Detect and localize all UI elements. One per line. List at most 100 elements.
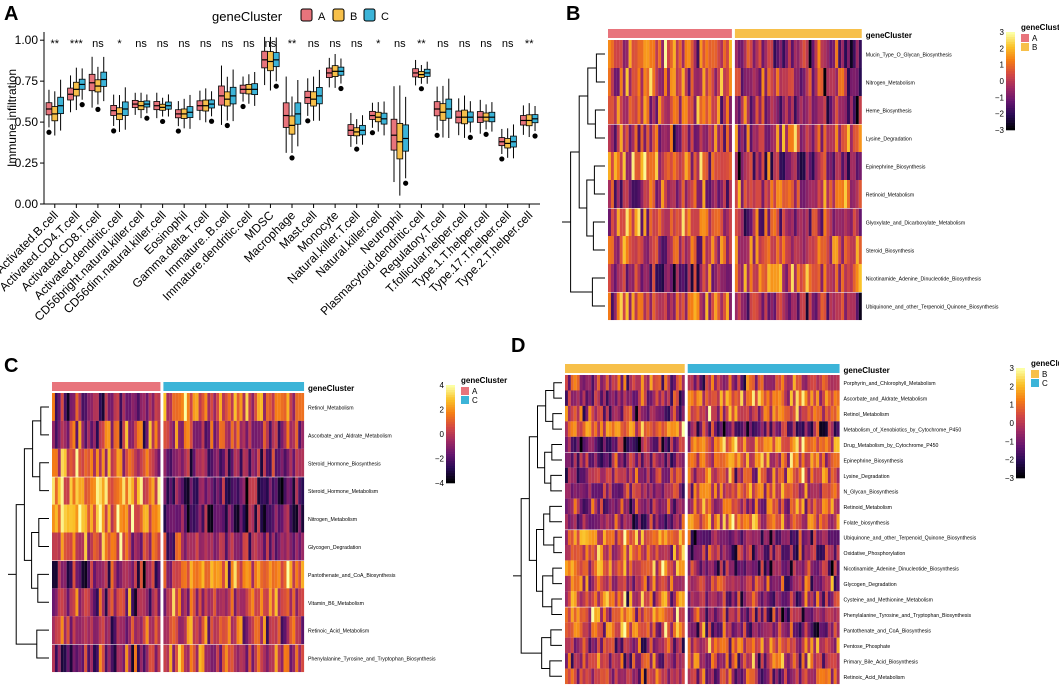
heatmap-cell bbox=[675, 467, 679, 484]
heatmap-cell bbox=[573, 607, 577, 623]
heatmap-cell bbox=[643, 292, 647, 321]
heatmap-cell bbox=[69, 561, 73, 589]
heatmap-cell bbox=[705, 180, 709, 209]
heatmap-cell bbox=[652, 68, 656, 97]
heatmap-cell bbox=[646, 124, 650, 153]
heatmap-cell bbox=[260, 477, 264, 505]
heatmap-cell bbox=[245, 532, 249, 561]
heatmap-cell bbox=[227, 393, 231, 421]
heatmap-cell bbox=[811, 96, 815, 125]
heatmap-cell bbox=[233, 644, 237, 673]
heatmap-cell bbox=[670, 544, 674, 561]
heatmap-cell bbox=[192, 504, 196, 533]
heatmap-cell bbox=[289, 644, 293, 673]
heatmap-cell bbox=[725, 591, 729, 607]
heatmap-cell bbox=[52, 532, 55, 561]
heatmap-cell bbox=[798, 467, 802, 484]
heatmap-cell bbox=[295, 448, 299, 477]
row-label: Retinoic_Acid_Metabolism bbox=[844, 675, 905, 681]
heatmap-cell bbox=[760, 668, 764, 685]
colorbar-segment bbox=[1006, 36, 1015, 40]
heatmap-cell bbox=[769, 421, 773, 437]
heatmap-cell bbox=[824, 653, 828, 669]
heatmap-cell bbox=[576, 668, 580, 685]
heatmap-cell bbox=[626, 653, 630, 669]
heatmap-cell bbox=[746, 96, 750, 125]
heatmap-cell bbox=[766, 544, 770, 561]
heatmap-cell bbox=[617, 622, 621, 638]
heatmap-cell bbox=[265, 420, 269, 449]
heatmap-cell bbox=[781, 467, 785, 484]
heatmap-cell bbox=[746, 421, 750, 437]
heatmap-cell bbox=[766, 467, 770, 484]
heatmap-cell bbox=[245, 561, 249, 589]
heatmap-cell bbox=[643, 467, 647, 484]
heatmap-cell bbox=[620, 653, 624, 669]
heatmap-cell bbox=[775, 560, 779, 576]
heatmap-cell bbox=[802, 96, 806, 125]
heatmap-cell bbox=[784, 421, 788, 437]
heatmap-cell bbox=[779, 180, 783, 209]
heatmap-cell bbox=[705, 124, 709, 153]
heatmap-cell bbox=[652, 292, 656, 321]
heatmap-cell bbox=[678, 40, 682, 69]
heatmap-cell bbox=[751, 607, 755, 623]
heatmap-cell bbox=[824, 483, 828, 499]
outlier-point bbox=[354, 146, 360, 152]
heatmap-cell bbox=[755, 292, 759, 321]
heatmap-cell bbox=[597, 483, 601, 499]
heatmap-cell bbox=[681, 483, 685, 499]
heatmap-cell bbox=[810, 514, 814, 530]
heatmap-cell bbox=[265, 616, 269, 645]
heatmap-cell bbox=[172, 477, 176, 505]
heatmap-cell bbox=[567, 405, 571, 422]
heatmap-cell bbox=[820, 208, 824, 237]
heatmap-cell bbox=[708, 498, 712, 515]
heatmap-cell bbox=[766, 668, 770, 685]
heatmap-cell bbox=[810, 653, 814, 669]
heatmap-cell bbox=[60, 561, 64, 589]
heatmap-cell bbox=[847, 208, 850, 237]
heatmap-cell bbox=[734, 40, 738, 69]
heatmap-cell bbox=[620, 467, 624, 484]
heatmap-cell bbox=[640, 375, 644, 391]
heatmap-cell bbox=[684, 152, 688, 181]
heatmap-cell bbox=[613, 96, 617, 125]
heatmap-cell bbox=[649, 607, 653, 623]
heatmap-cell bbox=[116, 477, 120, 505]
heatmap-cell bbox=[708, 653, 712, 669]
heatmap-cell bbox=[591, 514, 595, 530]
heatmap-cell bbox=[714, 544, 717, 561]
heatmap-cell bbox=[227, 532, 231, 561]
heatmap-cell bbox=[664, 560, 668, 576]
heatmap-cell bbox=[784, 375, 788, 391]
heatmap-cell bbox=[597, 436, 601, 453]
heatmap-cell bbox=[675, 668, 679, 685]
heatmap-cell bbox=[752, 292, 756, 321]
heatmap-cell bbox=[623, 514, 627, 530]
heatmap-cell bbox=[681, 575, 685, 592]
heatmap-cell bbox=[658, 264, 662, 293]
heatmap-cell bbox=[758, 236, 762, 265]
heatmap-cell bbox=[594, 530, 598, 545]
heatmap-cell bbox=[716, 530, 720, 545]
heatmap-cell bbox=[798, 544, 802, 561]
heatmap-cell bbox=[814, 96, 818, 125]
heatmap-cell bbox=[608, 575, 612, 592]
heatmap-cell bbox=[620, 436, 624, 453]
heatmap-cell bbox=[198, 644, 202, 673]
heatmap-cell bbox=[751, 591, 755, 607]
heatmap-cell bbox=[833, 622, 837, 638]
heatmap-cell bbox=[78, 644, 82, 673]
heatmap-cell bbox=[151, 448, 155, 477]
heatmap-cell bbox=[652, 637, 656, 654]
heatmap-cell bbox=[57, 644, 61, 673]
legend-swatch-b bbox=[332, 8, 345, 22]
heatmap-cell bbox=[814, 264, 818, 293]
heatmap-cell bbox=[807, 514, 811, 530]
heatmap-cell bbox=[808, 208, 812, 237]
heatmap-cell bbox=[95, 393, 99, 421]
heatmap-cell bbox=[810, 390, 814, 406]
heatmap-cell bbox=[122, 588, 126, 617]
heatmap-cell bbox=[646, 421, 650, 437]
